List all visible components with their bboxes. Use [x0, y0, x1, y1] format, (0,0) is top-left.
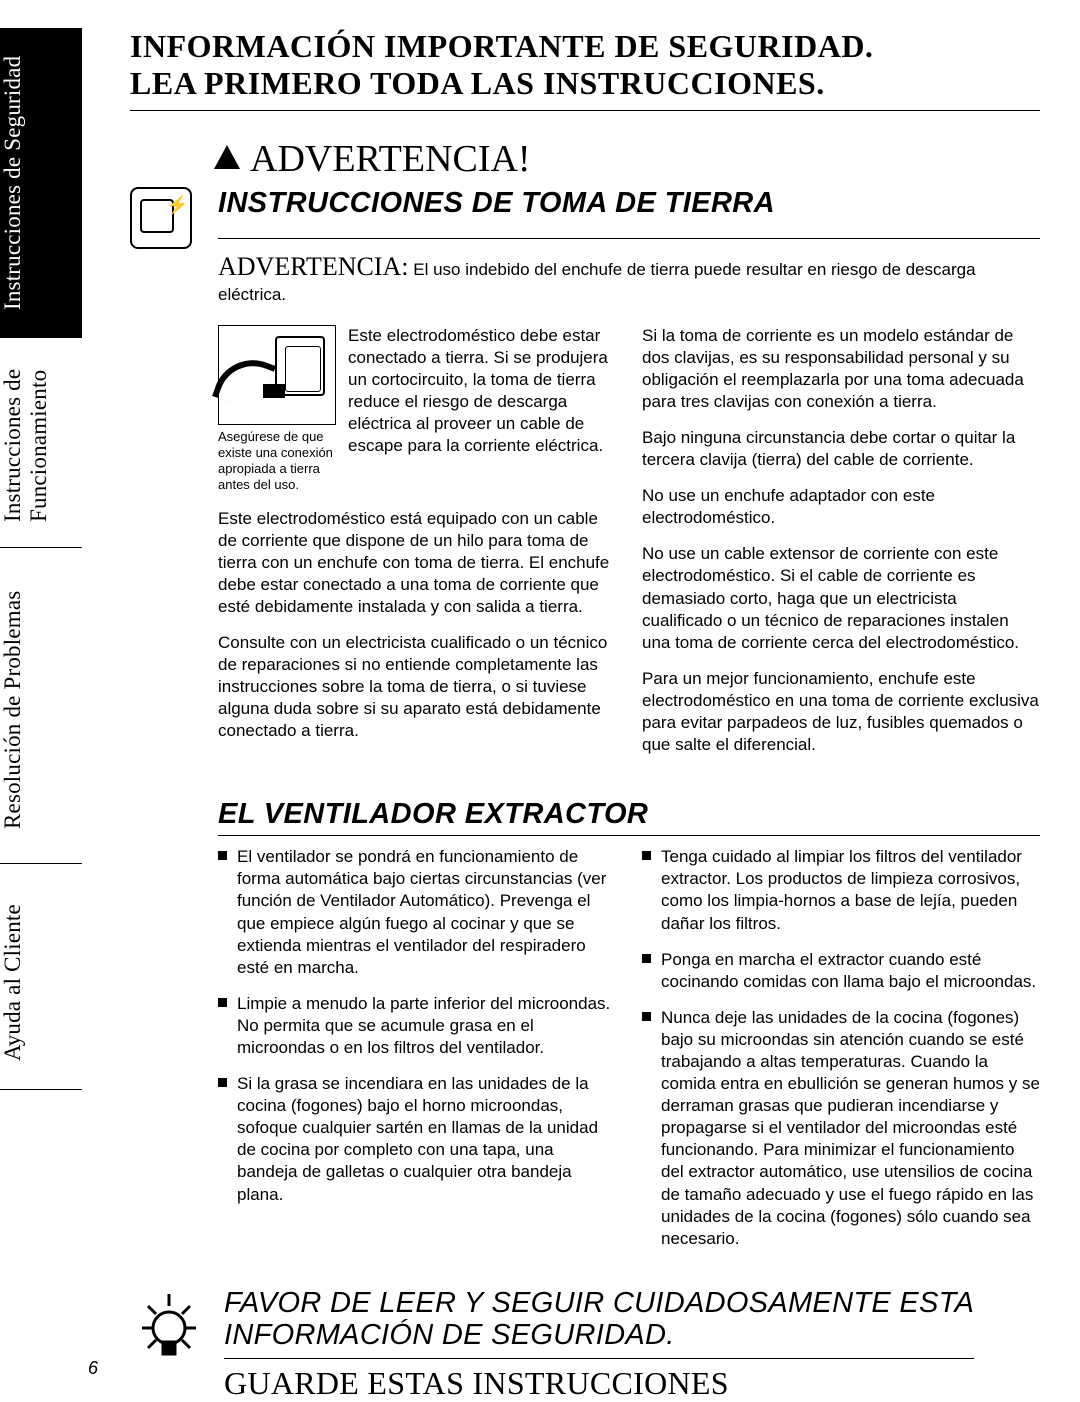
tab-funcionamiento[interactable]: Instrucciones de Funcionamiento	[0, 344, 82, 548]
list-item: Limpie a menudo la parte inferior del mi…	[218, 993, 616, 1059]
bullet-icon	[218, 851, 227, 860]
section2-left-col: El ventilador se pondrá en funcionamient…	[218, 846, 616, 1264]
closing-block: FAVOR DE LEER Y SEGUIR CUIDADOSAMENTE ES…	[130, 1288, 1040, 1402]
warning-icon	[214, 145, 240, 169]
para: No use un cable extensor de corriente co…	[642, 543, 1040, 653]
para: No use un enchufe adaptador con este ele…	[642, 485, 1040, 529]
closing-line-2: INFORMACIÓN DE SEGURIDAD.	[224, 1319, 675, 1351]
tab-problemas[interactable]: Resolución de Problemas	[0, 556, 82, 864]
bullet-icon	[642, 1012, 651, 1021]
bullet-icon	[642, 851, 651, 860]
bullet-text: Si la grasa se incendiara en las unidade…	[237, 1073, 616, 1206]
plug-icon	[130, 187, 200, 249]
section2-right-col: Tenga cuidado al limpiar los filtros del…	[642, 846, 1040, 1264]
bullet-text: Limpie a menudo la parte inferior del mi…	[237, 993, 616, 1059]
bullet-icon	[642, 954, 651, 963]
figure-side-text: Este electrodoméstico debe estar conecta…	[348, 325, 616, 494]
page-title: INFORMACIÓN IMPORTANTE DE SEGURIDAD. LEA…	[130, 28, 1040, 111]
title-line-1: INFORMACIÓN IMPORTANTE DE SEGURIDAD.	[130, 28, 873, 64]
plug-outlet-illustration	[218, 325, 336, 425]
section1-title: INSTRUCCIONES DE TOMA DE TIERRA	[218, 187, 1040, 239]
warning-heading: ADVERTENCIA!	[214, 137, 1040, 181]
bullet-text: Ponga en marcha el extractor cuando esté…	[661, 949, 1040, 993]
inline-warning: ADVERTENCIA: El uso indebido del enchufe…	[218, 249, 1040, 307]
sidebar: Instrucciones de Seguridad Instrucciones…	[0, 0, 120, 1397]
list-item: Nunca deje las unidades de la cocina (fo…	[642, 1007, 1040, 1250]
para: Consulte con un electricista cualificado…	[218, 632, 616, 742]
lightbulb-icon	[130, 1288, 208, 1366]
para: Bajo ninguna circunstancia debe cortar o…	[642, 427, 1040, 471]
section2-title: EL VENTILADOR EXTRACTOR	[218, 798, 1040, 836]
section2-columns: El ventilador se pondrá en funcionamient…	[218, 846, 1040, 1264]
title-line-2: LEA PRIMERO TODA LAS INSTRUCCIONES.	[130, 65, 825, 101]
para: Si la toma de corriente es un modelo est…	[642, 325, 1040, 413]
inline-warning-label: ADVERTENCIA:	[218, 252, 409, 281]
para: Este electrodoméstico está equipado con …	[218, 508, 616, 618]
bullet-text: Tenga cuidado al limpiar los filtros del…	[661, 846, 1040, 934]
list-item: Tenga cuidado al limpiar los filtros del…	[642, 846, 1040, 934]
bullet-text: Nunca deje las unidades de la cocina (fo…	[661, 1007, 1040, 1250]
closing-text: FAVOR DE LEER Y SEGUIR CUIDADOSAMENTE ES…	[224, 1288, 974, 1402]
section-vent: EL VENTILADOR EXTRACTOR El ventilador se…	[130, 798, 1040, 1264]
bullet-icon	[218, 1078, 227, 1087]
list-item: Si la grasa se incendiara en las unidade…	[218, 1073, 616, 1206]
bullet-text: El ventilador se pondrá en funcionamient…	[237, 846, 616, 979]
page-number: 6	[88, 1358, 98, 1379]
guarde-heading: GUARDE ESTAS INSTRUCCIONES	[224, 1358, 974, 1402]
tab-seguridad[interactable]: Instrucciones de Seguridad	[0, 28, 82, 338]
section1-right-col: Si la toma de corriente es un modelo est…	[642, 325, 1040, 771]
bullet-icon	[218, 998, 227, 1007]
figure: Asegúrese de que existe una conexión apr…	[218, 325, 336, 494]
section1-columns: Asegúrese de que existe una conexión apr…	[218, 325, 1040, 771]
closing-line-1: FAVOR DE LEER Y SEGUIR CUIDADOSAMENTE ES…	[224, 1287, 974, 1319]
tab-label: Instrucciones de Funcionamiento	[0, 369, 51, 522]
tab-ayuda[interactable]: Ayuda al Cliente	[0, 876, 82, 1090]
section1-left-col: Asegúrese de que existe una conexión apr…	[218, 325, 616, 771]
list-item: Ponga en marcha el extractor cuando esté…	[642, 949, 1040, 993]
list-item: El ventilador se pondrá en funcionamient…	[218, 846, 616, 979]
warning-heading-text: ADVERTENCIA!	[250, 137, 531, 181]
figure-caption: Asegúrese de que existe una conexión apr…	[218, 429, 336, 494]
section-grounding: INSTRUCCIONES DE TOMA DE TIERRA	[130, 187, 1040, 249]
para: Para un mejor funcionamiento, enchufe es…	[642, 668, 1040, 756]
main-content: INFORMACIÓN IMPORTANTE DE SEGURIDAD. LEA…	[130, 28, 1040, 1402]
figure-block: Asegúrese de que existe una conexión apr…	[218, 325, 616, 494]
